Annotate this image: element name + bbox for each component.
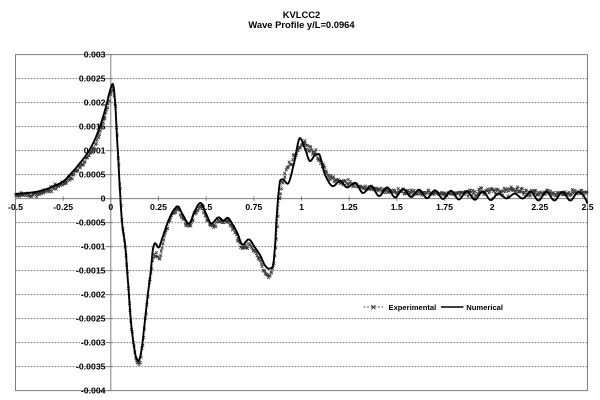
- svg-text:1.25: 1.25: [341, 202, 358, 212]
- svg-text:-0.0025: -0.0025: [76, 314, 106, 324]
- svg-text:1.75: 1.75: [436, 202, 453, 212]
- svg-text:-0.25: -0.25: [53, 202, 73, 212]
- svg-text:2.5: 2.5: [581, 202, 593, 212]
- svg-text:-0.0035: -0.0035: [76, 362, 106, 372]
- svg-text:Wave Profile y/L=0.0964: Wave Profile y/L=0.0964: [248, 19, 355, 30]
- svg-text:0: 0: [108, 202, 113, 212]
- svg-text:Experimental: Experimental: [389, 303, 437, 312]
- svg-text:-0.001: -0.001: [81, 242, 106, 252]
- svg-text:0.25: 0.25: [150, 202, 167, 212]
- svg-text:2.25: 2.25: [531, 202, 548, 212]
- svg-text:0.002: 0.002: [84, 98, 106, 108]
- svg-text:Numerical: Numerical: [466, 303, 503, 312]
- svg-text:0.75: 0.75: [245, 202, 262, 212]
- svg-text:1.5: 1.5: [391, 202, 403, 212]
- svg-text:-0.0015: -0.0015: [76, 266, 106, 276]
- svg-text:0: 0: [101, 194, 106, 204]
- svg-text:0.5: 0.5: [200, 202, 212, 212]
- svg-text:-0.004: -0.004: [81, 386, 106, 396]
- svg-text:1: 1: [299, 202, 304, 212]
- svg-text:2: 2: [490, 202, 495, 212]
- svg-text:-0.0005: -0.0005: [76, 218, 106, 228]
- svg-text:0.0025: 0.0025: [79, 74, 106, 84]
- svg-text:0.0015: 0.0015: [79, 122, 106, 132]
- svg-text:-0.002: -0.002: [81, 290, 106, 300]
- svg-text:-0.003: -0.003: [81, 338, 106, 348]
- svg-text:0.003: 0.003: [84, 50, 106, 60]
- svg-text:0.0005: 0.0005: [79, 170, 106, 180]
- svg-text:-0.5: -0.5: [8, 202, 23, 212]
- svg-text:KVLCC2: KVLCC2: [283, 9, 321, 20]
